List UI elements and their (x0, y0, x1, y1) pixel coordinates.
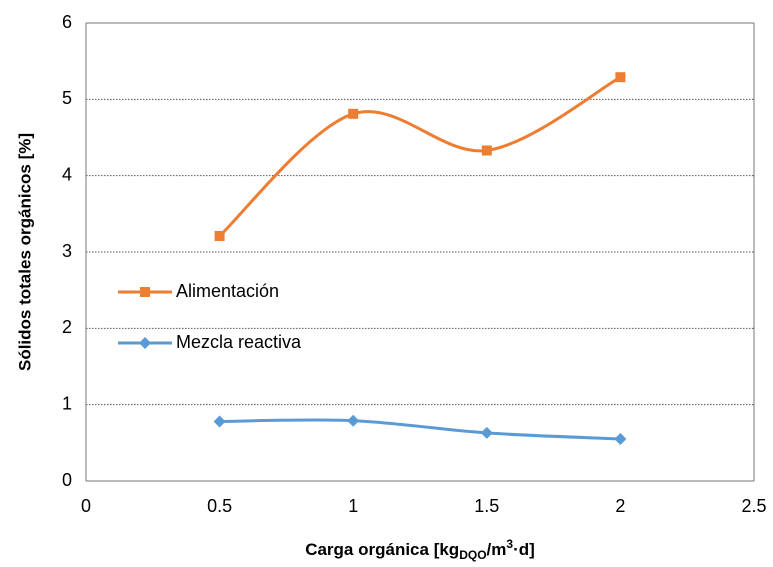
x-tick-label: 0.5 (207, 496, 232, 516)
plot-frame (85, 22, 755, 482)
x-label-part: Carga orgánica [kg (305, 540, 459, 559)
marker (481, 145, 492, 156)
legend-label: Alimentación (176, 281, 279, 301)
y-tick-label: 1 (62, 393, 72, 413)
x-tick-label: 2 (615, 496, 625, 516)
marker (614, 433, 627, 446)
x-tick-label: 2.5 (741, 496, 766, 516)
legend-label: Mezcla reactiva (176, 332, 302, 352)
y-tick-label: 3 (62, 241, 72, 261)
marker (140, 287, 150, 297)
y-tick-label: 6 (62, 12, 72, 32)
marker (213, 415, 226, 428)
marker (347, 414, 360, 427)
y-tick-label: 4 (62, 164, 72, 184)
y-tick-label: 2 (62, 317, 72, 337)
marker (139, 337, 151, 349)
y-axis-label: Sólidos totales orgánicos [%] (15, 133, 34, 371)
y-tick-label: 0 (62, 470, 72, 490)
x-tick-label: 1.5 (474, 496, 499, 516)
x-label-sub: DQO (459, 548, 486, 562)
x-label-part: /m (487, 540, 507, 559)
x-tick-label: 0 (81, 496, 91, 516)
x-tick-label: 1 (348, 496, 358, 516)
x-label-part: ·d] (513, 540, 535, 559)
marker (214, 230, 225, 241)
x-label-sup: 3 (506, 537, 513, 551)
y-tick-label: 5 (62, 88, 72, 108)
marker (480, 426, 493, 439)
x-axis-label: Carga orgánica [kgDQO/m3·d] (305, 537, 535, 562)
marker (348, 108, 359, 119)
marker (615, 72, 626, 83)
series-line (219, 418, 621, 441)
series-line (218, 75, 622, 238)
